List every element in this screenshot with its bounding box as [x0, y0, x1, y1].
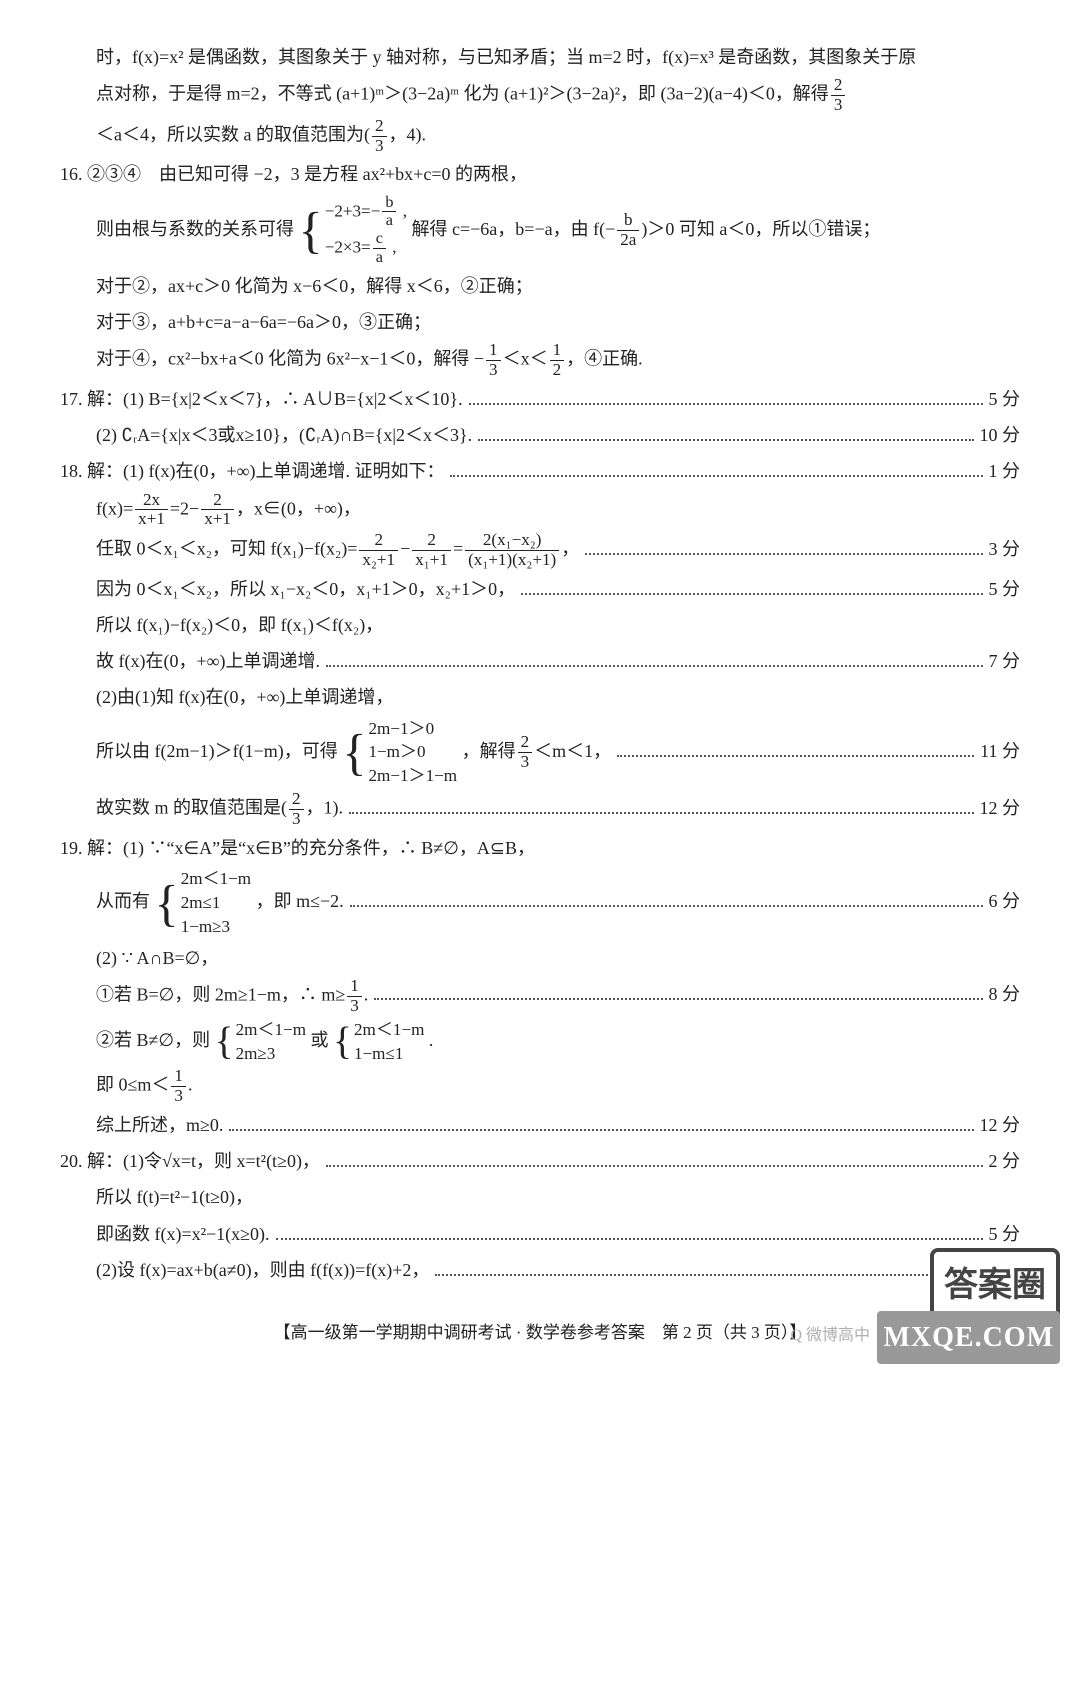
- q19-line6: 即 0≤m＜13.: [60, 1067, 1020, 1106]
- intro-line1: 时，f(x)=x² 是偶函数，其图象关于 y 轴对称，与已知矛盾；当 m=2 时…: [60, 40, 1020, 74]
- intro-line2: 点对称，于是得 m=2，不等式 (a+1)ᵐ＞(3−2a)ᵐ 化为 (a+1)²…: [60, 76, 1020, 115]
- brace-icon: {: [342, 732, 366, 772]
- brace-icon: {: [299, 210, 323, 250]
- q16-line2: 则由根与系数的关系可得 { −2+3=−ba , −2×3=ca , 解得 c=…: [60, 194, 1020, 268]
- q18-line6: 故 f(x)在(0，+∞)上单调递增. 7 分: [60, 644, 1020, 678]
- brace-icon: {: [215, 1026, 234, 1058]
- q18-line7: (2)由(1)知 f(x)在(0，+∞)上单调递增，: [60, 680, 1020, 714]
- q18-line1: 18. 解：(1) f(x)在(0，+∞)上单调递增. 证明如下： 1 分: [60, 454, 1020, 488]
- q20-line4: (2)设 f(x)=ax+b(a≠0)，则由 f(f(x))=f(x)+2， 6…: [60, 1253, 1020, 1287]
- q16-line1: 16. ②③④ 由已知可得 −2，3 是方程 ax²+bx+c=0 的两根，: [60, 157, 1020, 191]
- q17-line1: 17. 解：(1) B={x|2＜x＜7}，∴ A∪B={x|2＜x＜10}. …: [60, 382, 1020, 416]
- page-footer: 【高一级第一学期期中调研考试 · 数学卷参考答案 第 2 页（共 3 页）】: [60, 1317, 1020, 1349]
- q17-line2: (2) ∁ᵣA={x|x＜3或x≥10}，(∁ᵣA)∩B={x|2＜x＜3}. …: [60, 418, 1020, 452]
- q19-line3: (2) ∵ A∩B=∅，: [60, 941, 1020, 975]
- q18-line5: 所以 f(x₁)−f(x₂)＜0，即 f(x₁)＜f(x₂)，: [60, 608, 1020, 642]
- q20-line1: 20. 解：(1)令√x=t，则 x=t²(t≥0)， 2 分: [60, 1144, 1020, 1178]
- q18-line8: 所以由 f(2m−1)＞f(1−m)，可得 { 2m−1＞0 1−m＞0 2m−…: [60, 717, 1020, 789]
- brace-icon: {: [333, 1026, 352, 1058]
- q20-line3: 即函数 f(x)=x²−1(x≥0). 5 分: [60, 1217, 1020, 1251]
- score: 5 分: [989, 382, 1021, 416]
- q19-line1: 19. 解：(1) ∵“x∈A”是“x∈B”的充分条件，∴ B≠∅，A⊆B，: [60, 831, 1020, 865]
- q18-line3: 任取 0＜x₁＜x₂，可知 f(x₁)−f(x₂)=2x₂+1−2x₁+1=2(…: [60, 531, 1020, 570]
- q19-line2: 从而有 { 2m＜1−m 2m≤1 1−m≥3 ，即 m≤−2. 6 分: [60, 867, 1020, 939]
- q16-line5: 对于④，cx²−bx+a＜0 化简为 6x²−x−1＜0，解得 −13＜x＜12…: [60, 341, 1020, 380]
- q16-line4: 对于③，a+b+c=a−a−6a=−6a＞0，③正确；: [60, 305, 1020, 339]
- q18-line4: 因为 0＜x₁＜x₂，所以 x₁−x₂＜0，x₁+1＞0，x₂+1＞0， 5 分: [60, 572, 1020, 606]
- leader-dots: [469, 403, 983, 405]
- q19-line5: ②若 B≠∅，则 { 2m＜1−m2m≥3 或 { 2m＜1−m1−m≤1 .: [60, 1018, 1020, 1066]
- brace-icon: {: [155, 883, 179, 923]
- q20-line2: 所以 f(t)=t²−1(t≥0)，: [60, 1180, 1020, 1214]
- q16-line3: 对于②，ax+c＞0 化简为 x−6＜0，解得 x＜6，②正确；: [60, 269, 1020, 303]
- intro-line3: ＜a＜4，所以实数 a 的取值范围为(23，4).: [60, 117, 1020, 156]
- q18-line2: f(x)=2xx+1=2−2x+1，x∈(0，+∞)，: [60, 491, 1020, 530]
- watermark-faint: Q 微博高中: [790, 1321, 870, 1351]
- q18-line9: 故实数 m 的取值范围是(23，1). 12 分: [60, 790, 1020, 829]
- watermark-site: MXQE.COM: [877, 1311, 1060, 1364]
- q19-line7: 综上所述，m≥0. 12 分: [60, 1108, 1020, 1142]
- q19-line4: ①若 B=∅，则 2m≥1−m，∴ m≥13. 8 分: [60, 977, 1020, 1016]
